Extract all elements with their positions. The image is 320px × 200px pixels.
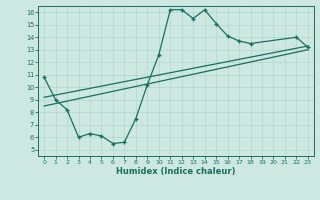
- X-axis label: Humidex (Indice chaleur): Humidex (Indice chaleur): [116, 167, 236, 176]
